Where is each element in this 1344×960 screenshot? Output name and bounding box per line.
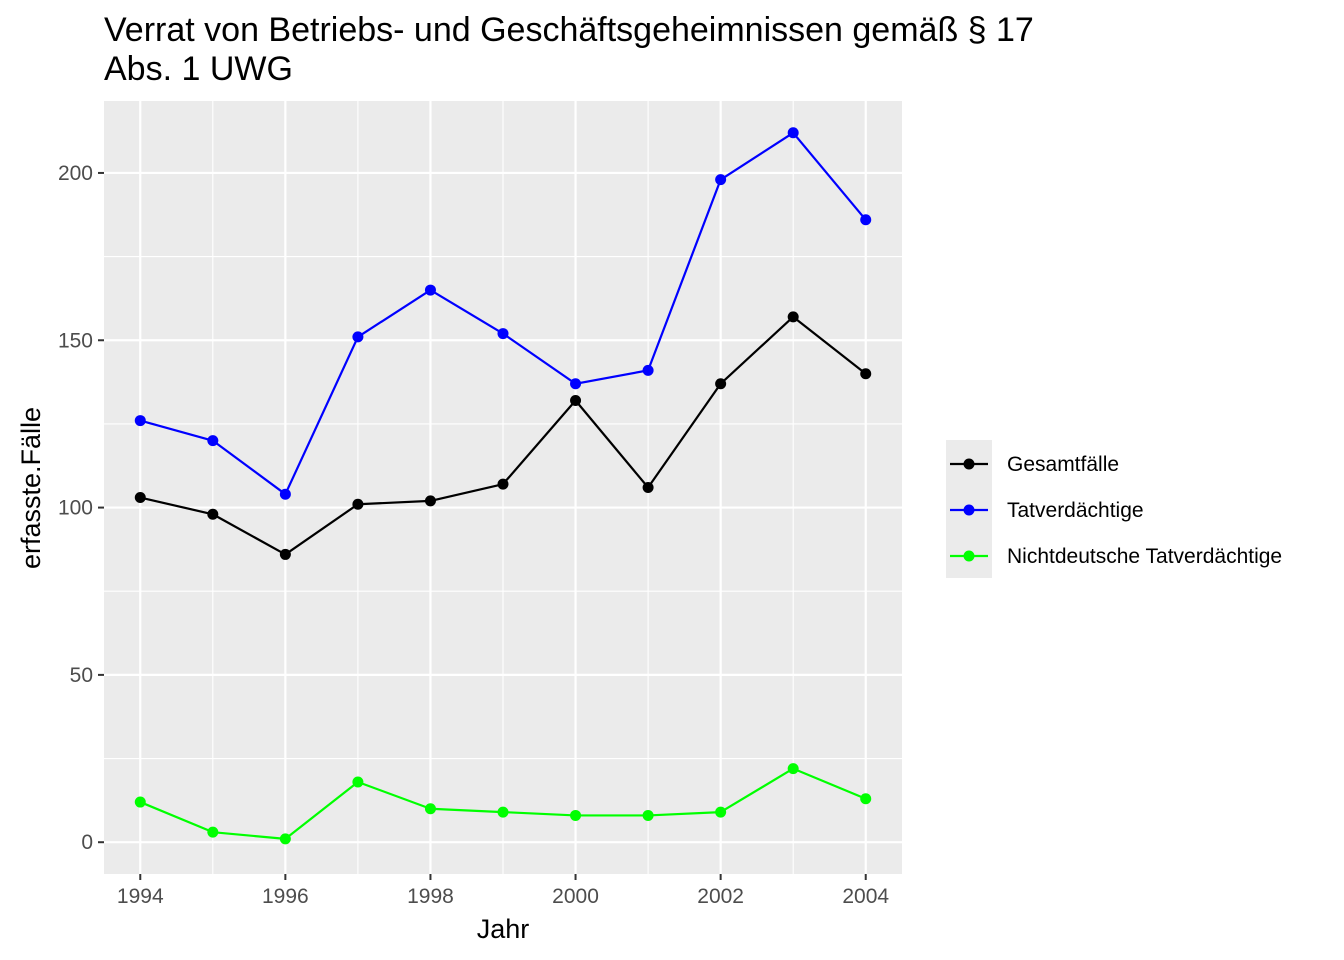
x-axis: 1994 1996 1998 2000 2002 2004 <box>117 874 889 908</box>
x-tick-label: 2004 <box>842 885 889 908</box>
data-point-tatverdaechtige <box>424 284 436 296</box>
legend-label: Tatverdächtige <box>1007 499 1144 522</box>
x-tick-label: 1998 <box>407 885 454 908</box>
data-point-tatverdaechtige <box>134 415 146 427</box>
data-point-nichtdeutsche-tatverdaechtige <box>787 763 799 775</box>
y-tick-label: 50 <box>70 664 93 687</box>
data-point-gesamtfaelle <box>787 311 799 323</box>
data-point-nichtdeutsche-tatverdaechtige <box>279 833 291 845</box>
data-point-nichtdeutsche-tatverdaechtige <box>642 809 654 821</box>
data-point-nichtdeutsche-tatverdaechtige <box>497 806 509 818</box>
data-point-nichtdeutsche-tatverdaechtige <box>207 826 219 838</box>
data-point-nichtdeutsche-tatverdaechtige <box>860 793 872 805</box>
data-point-tatverdaechtige <box>279 488 291 500</box>
legend-key-point <box>963 458 975 470</box>
x-tick-label: 2002 <box>697 885 744 908</box>
y-tick-label: 100 <box>58 497 93 520</box>
data-point-tatverdaechtige <box>787 127 799 139</box>
major-gridlines <box>104 101 902 874</box>
data-point-tatverdaechtige <box>642 364 654 376</box>
x-tick-label: 1994 <box>117 885 164 908</box>
data-point-gesamtfaelle <box>279 548 291 560</box>
data-point-nichtdeutsche-tatverdaechtige <box>134 796 146 808</box>
legend-label: Nichtdeutsche Tatverdächtige <box>1007 545 1282 568</box>
data-point-tatverdaechtige <box>207 435 219 447</box>
data-point-gesamtfaelle <box>860 368 872 380</box>
data-point-gesamtfaelle <box>134 492 146 504</box>
minor-gridlines <box>104 101 902 874</box>
legend: Gesamtfälle Tatverdächtige Nichtdeutsche T… <box>946 440 1282 578</box>
legend-key-point <box>963 550 975 562</box>
legend-key-point <box>963 504 975 516</box>
data-point-nichtdeutsche-tatverdaechtige <box>570 809 582 821</box>
data-point-nichtdeutsche-tatverdaechtige <box>352 776 364 788</box>
data-point-gesamtfaelle <box>497 478 509 490</box>
y-tick-label: 0 <box>81 831 93 854</box>
data-point-nichtdeutsche-tatverdaechtige <box>715 806 727 818</box>
data-point-gesamtfaelle <box>352 498 364 510</box>
x-axis-title: Jahr <box>477 914 530 944</box>
data-point-gesamtfaelle <box>642 482 654 493</box>
chart-title-line-2: Abs. 1 UWG <box>104 50 293 88</box>
x-tick-label: 1996 <box>262 885 309 908</box>
series-layer <box>134 127 872 845</box>
data-point-tatverdaechtige <box>860 214 872 226</box>
data-point-gesamtfaelle <box>207 508 219 520</box>
data-point-tatverdaechtige <box>352 331 364 343</box>
chart-title-line-1: Verrat von Betriebs- und Geschäftsgeheim… <box>104 11 1034 49</box>
y-tick-label: 200 <box>58 162 93 185</box>
data-point-tatverdaechtige <box>715 174 727 186</box>
data-point-tatverdaechtige <box>497 328 509 340</box>
x-tick-label: 2000 <box>552 885 599 908</box>
data-point-gesamtfaelle <box>570 394 582 406</box>
data-point-nichtdeutsche-tatverdaechtige <box>424 803 436 815</box>
legend-label: Gesamtfälle <box>1007 453 1119 476</box>
y-axis-title: erfasste.Fälle <box>16 407 46 569</box>
data-point-tatverdaechtige <box>570 378 582 390</box>
y-axis: 0 50 100 150 200 <box>58 162 104 854</box>
data-point-gesamtfaelle <box>424 495 436 507</box>
data-point-gesamtfaelle <box>715 378 727 390</box>
y-tick-label: 150 <box>58 329 93 352</box>
